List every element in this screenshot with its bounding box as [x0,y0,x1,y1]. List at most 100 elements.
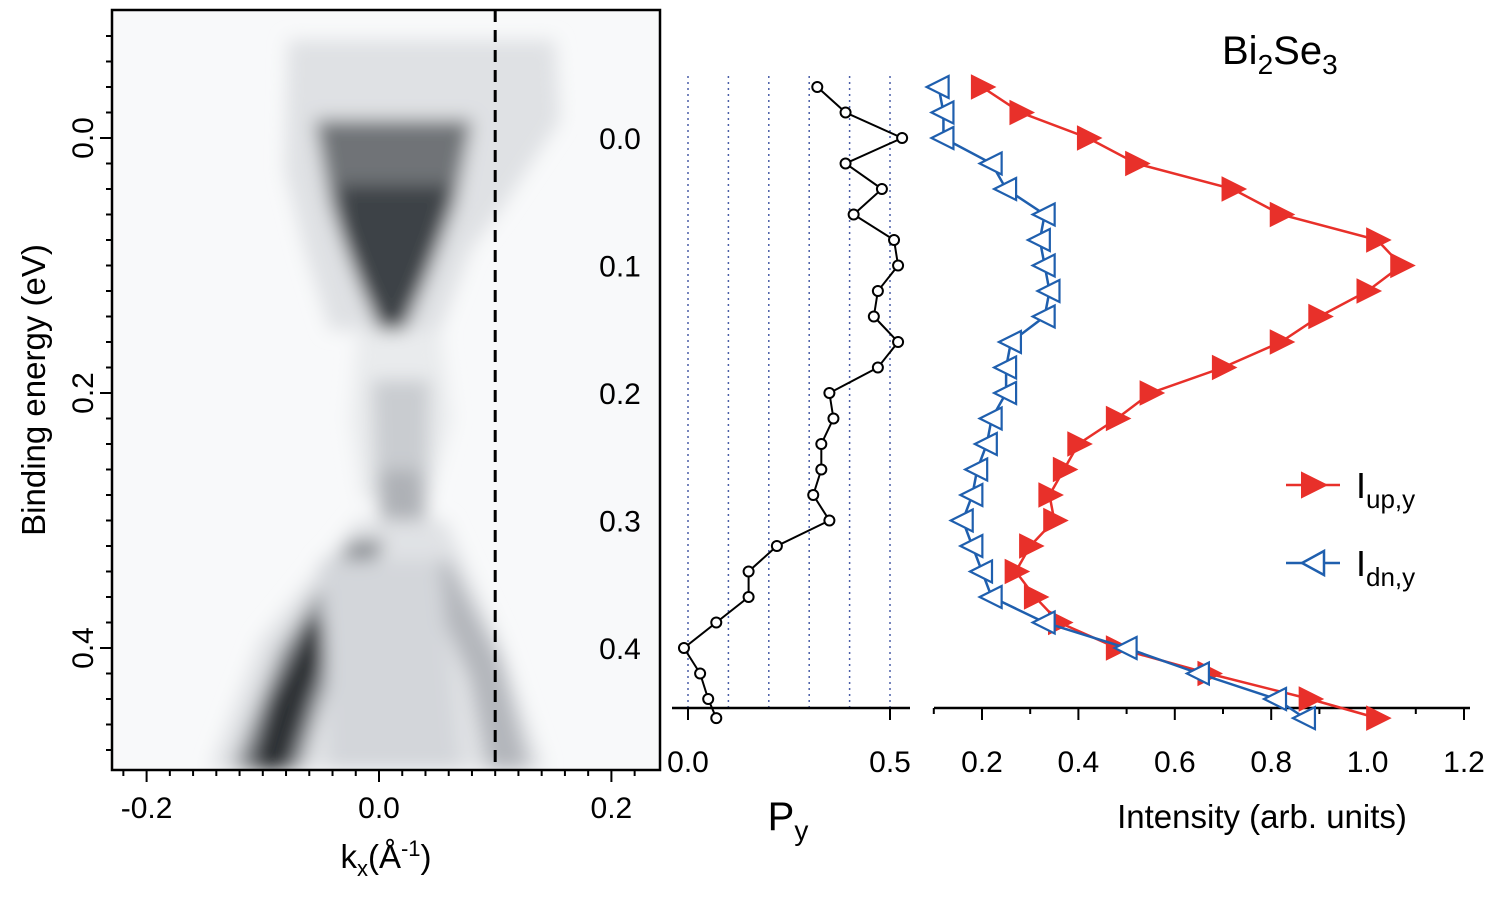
series-marker [1009,99,1036,126]
series-marker [1043,507,1069,534]
py-label-sub: y [794,815,808,846]
series-marker [962,456,989,483]
py-line [682,86,905,719]
series-up [970,74,1416,731]
series-marker [957,482,984,508]
legend-dn-sub: dn,y [1366,562,1415,592]
series-marker [970,74,997,100]
py-point [815,438,828,450]
int-x-tick-label: 0.4 [1058,746,1100,779]
py-point [811,81,824,93]
series-marker [957,533,984,559]
legend-up-sub: up,y [1366,484,1415,514]
series-marker [991,354,1018,381]
series-marker [1139,380,1166,406]
series-marker [996,329,1023,355]
series-marker [1019,533,1045,559]
series-marker [1035,278,1061,304]
map-y-axis-label: Binding energy (eV) [15,244,52,536]
int-x-axis-label: Intensity (arb. units) [1117,798,1407,835]
py-x-axis-label: Py [768,795,809,846]
title-bi: Bi [1222,29,1258,73]
py-energy-label: 0.1 [599,251,641,284]
series-marker [1211,354,1238,381]
map-x-label-unit: (Å [368,838,401,875]
title-sub2: 3 [1322,49,1338,80]
series-marker [977,405,1003,432]
py-energy-label: 0.2 [599,378,641,411]
series-marker [1025,227,1051,253]
map-y-ticks: 0.0 0.2 0.4 [67,35,112,751]
series-marker [1067,431,1093,457]
py-energy-label: 0.0 [599,123,641,156]
series-marker [1356,278,1383,304]
map-x-label-sup: -1 [401,836,421,861]
py-x-ticks: 0.0 0.5 [667,708,911,779]
py-series [677,81,909,725]
py-point [839,106,852,119]
map-frame [110,8,662,772]
series-marker [1269,329,1296,355]
chart-title: Bi2Se3 [1222,29,1338,80]
series-marker [1004,558,1031,585]
py-point [871,285,884,297]
py-point [892,259,905,272]
py-energy-label: 0.3 [599,506,641,539]
series-marker [1298,686,1325,712]
legend-dn-label: Idn,y [1356,543,1415,592]
series-marker [1023,584,1050,610]
py-point [839,157,852,170]
int-x-tick-label: 0.8 [1250,746,1292,779]
map-x-axis-label: kx(Å-1) [340,836,431,881]
legend-up-i: I [1356,465,1366,506]
intensity-panel: 0.2 0.4 0.6 0.8 1.0 1.2 Intensity (arb. units… [924,29,1485,835]
legend-dn-marker [1299,548,1326,578]
series-marker [977,584,1003,610]
py-point [892,336,905,348]
py-energy-label: 0.4 [599,633,641,666]
series-marker [1308,303,1334,330]
series-marker [948,507,974,534]
series-marker [1290,705,1317,731]
py-point [888,234,901,246]
series-marker [928,99,955,126]
int-x-tick-label: 0.2 [961,746,1003,779]
map-x-tick-label: 0.2 [591,792,633,825]
series-marker [1125,150,1151,177]
polarization-panel: 0.0 0.5 0.0 0.1 0.2 0.3 0.4 Py [599,76,911,846]
int-x-tick-label: 1.0 [1347,746,1389,779]
series-marker [977,150,1003,177]
map-intensity-region-10 [320,560,460,770]
py-point [815,463,828,476]
py-grid [687,76,891,708]
py-point [677,642,690,654]
py-label-p: P [768,795,795,839]
py-point [896,132,909,144]
map-blur-group [210,40,560,770]
map-x-tick-label: 0.0 [358,792,400,825]
py-energy-labels: 0.0 0.1 0.2 0.3 0.4 [599,123,641,666]
map-x-label-sub: x [357,856,368,881]
map-x-label-close: ) [421,838,432,875]
series-marker [1030,303,1056,330]
series-marker [1390,252,1416,279]
series-marker [1105,405,1132,432]
series-marker [1076,125,1103,151]
series-marker [1052,456,1079,483]
legend-up-marker [1301,471,1329,499]
py-point [823,387,836,399]
py-point [702,693,715,705]
py-point [742,591,755,603]
series-marker [1030,252,1056,279]
py-x-tick-label: 0.0 [667,746,709,779]
series-marker [924,74,950,100]
py-x-tick-label: 0.5 [869,746,911,779]
py-point [823,514,836,527]
int-x-tick-label: 1.2 [1443,746,1485,779]
py-point [875,183,888,195]
py-point [867,310,880,323]
map-y-tick-label: 0.2 [67,372,100,414]
series-marker [1030,609,1056,636]
py-point [770,540,783,552]
